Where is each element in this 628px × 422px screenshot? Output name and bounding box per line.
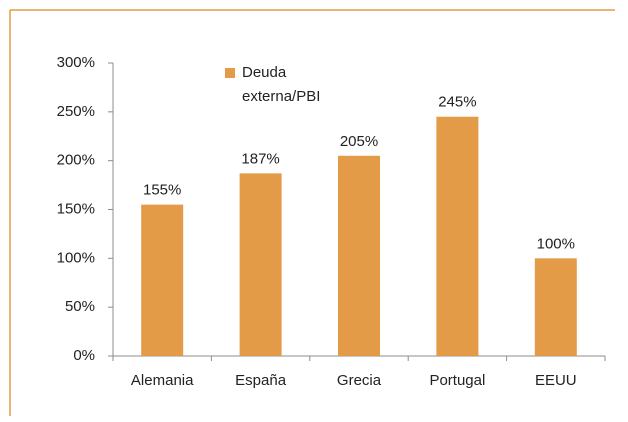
y-tick-label: 300% (57, 54, 95, 71)
bar (141, 204, 184, 356)
x-tick-label: Grecia (337, 372, 382, 389)
x-tick-label: España (235, 372, 287, 389)
legend-swatch (225, 68, 235, 78)
y-tick-label: 250% (57, 103, 95, 120)
y-tick-label: 0% (73, 347, 95, 364)
x-tick-label: Portugal (429, 372, 485, 389)
y-tick-label: 200% (57, 152, 95, 169)
y-tick-label: 50% (65, 298, 95, 315)
x-tick-label: EEUU (535, 372, 577, 389)
legend: Deuda externa/PBI (242, 64, 321, 105)
data-label: 245% (438, 94, 476, 111)
bar (436, 116, 479, 356)
data-label: 187% (241, 150, 279, 167)
data-label: 155% (143, 182, 181, 199)
y-tick-label: 100% (57, 249, 95, 266)
data-label: 100% (537, 235, 575, 252)
bar (338, 155, 380, 356)
bar (534, 258, 577, 356)
legend-label: Deuda externa/PBI (242, 64, 321, 105)
data-label: 205% (340, 133, 378, 150)
bar (239, 173, 282, 356)
x-tick-label: Alemania (131, 372, 194, 389)
y-tick-label: 150% (57, 200, 95, 217)
